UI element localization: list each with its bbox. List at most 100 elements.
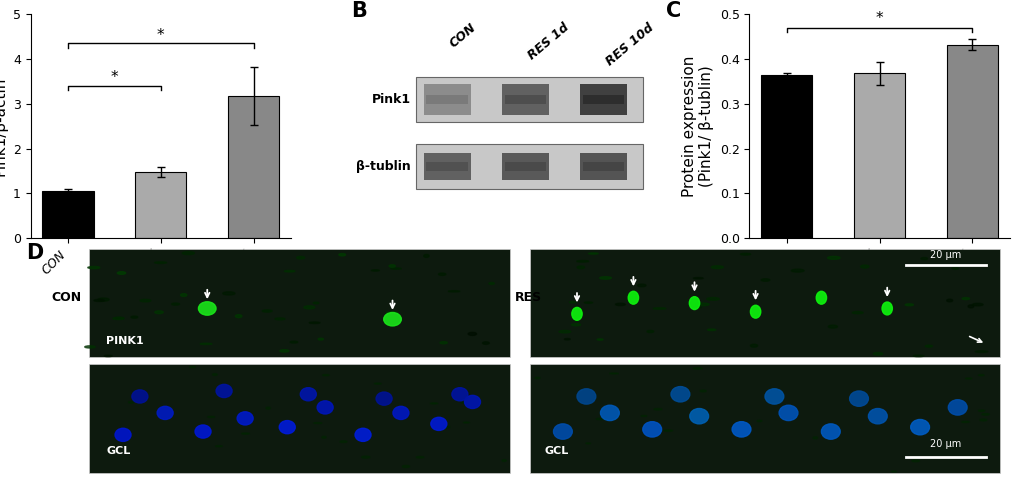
Ellipse shape: [374, 383, 381, 384]
Bar: [416, 144, 642, 189]
Bar: [580, 84, 627, 115]
Text: GCL: GCL: [106, 446, 130, 456]
Ellipse shape: [195, 425, 211, 438]
Bar: [90, 364, 510, 473]
Ellipse shape: [155, 311, 163, 314]
Ellipse shape: [371, 270, 379, 271]
Ellipse shape: [85, 346, 95, 348]
Ellipse shape: [653, 308, 665, 309]
Ellipse shape: [920, 258, 926, 260]
Ellipse shape: [212, 374, 217, 376]
Ellipse shape: [637, 284, 645, 287]
Ellipse shape: [599, 277, 610, 279]
Ellipse shape: [115, 317, 123, 319]
Text: *: *: [157, 28, 164, 43]
Ellipse shape: [849, 391, 867, 406]
Ellipse shape: [322, 374, 329, 376]
Ellipse shape: [275, 318, 284, 320]
Ellipse shape: [190, 366, 196, 368]
Ellipse shape: [131, 390, 148, 403]
Ellipse shape: [279, 421, 294, 434]
Ellipse shape: [423, 254, 429, 258]
Text: 20 μm: 20 μm: [929, 250, 961, 260]
Ellipse shape: [355, 428, 371, 441]
Ellipse shape: [820, 424, 840, 439]
Ellipse shape: [779, 405, 797, 421]
Ellipse shape: [946, 299, 952, 302]
Ellipse shape: [339, 441, 346, 443]
Bar: [501, 84, 548, 115]
Ellipse shape: [430, 417, 446, 431]
Ellipse shape: [569, 301, 576, 303]
Ellipse shape: [401, 466, 410, 467]
Ellipse shape: [88, 266, 100, 269]
Ellipse shape: [157, 406, 173, 420]
Ellipse shape: [534, 377, 540, 379]
Ellipse shape: [609, 373, 618, 374]
Ellipse shape: [304, 306, 315, 309]
Text: C: C: [665, 1, 681, 21]
Ellipse shape: [815, 291, 825, 304]
Ellipse shape: [827, 325, 837, 328]
Ellipse shape: [200, 343, 212, 345]
Ellipse shape: [693, 307, 701, 308]
Ellipse shape: [912, 355, 923, 357]
Ellipse shape: [362, 456, 370, 458]
Ellipse shape: [628, 291, 638, 304]
Ellipse shape: [236, 412, 253, 425]
Ellipse shape: [289, 341, 298, 343]
Ellipse shape: [872, 352, 882, 355]
Ellipse shape: [416, 456, 424, 458]
Ellipse shape: [300, 388, 316, 401]
Text: D: D: [25, 243, 43, 262]
Ellipse shape: [317, 401, 333, 414]
Ellipse shape: [860, 265, 868, 268]
Text: B: B: [351, 1, 367, 21]
Text: RES 1d: RES 1d: [525, 21, 571, 63]
Ellipse shape: [791, 269, 803, 272]
Ellipse shape: [297, 256, 305, 259]
Ellipse shape: [222, 292, 234, 295]
Bar: [424, 84, 470, 115]
Ellipse shape: [855, 401, 864, 402]
Ellipse shape: [693, 278, 702, 279]
Text: GCL: GCL: [543, 446, 568, 456]
Ellipse shape: [171, 303, 179, 305]
Ellipse shape: [764, 389, 783, 404]
Ellipse shape: [750, 305, 760, 318]
Ellipse shape: [313, 302, 319, 304]
Ellipse shape: [596, 418, 603, 420]
Ellipse shape: [182, 252, 195, 255]
Ellipse shape: [155, 262, 166, 263]
Ellipse shape: [852, 312, 862, 314]
Ellipse shape: [464, 395, 480, 409]
Ellipse shape: [576, 261, 588, 262]
Ellipse shape: [693, 368, 701, 369]
Ellipse shape: [113, 317, 124, 319]
Ellipse shape: [430, 403, 437, 404]
Ellipse shape: [482, 342, 489, 344]
Ellipse shape: [740, 253, 750, 255]
Ellipse shape: [314, 423, 322, 424]
Text: RES 10d: RES 10d: [603, 21, 655, 68]
Ellipse shape: [646, 330, 653, 333]
Ellipse shape: [104, 355, 112, 357]
Ellipse shape: [671, 387, 689, 402]
Bar: [760, 75, 811, 238]
Y-axis label: Pink1/β-actin: Pink1/β-actin: [0, 76, 7, 176]
Ellipse shape: [438, 273, 445, 275]
Ellipse shape: [130, 316, 138, 318]
Bar: [504, 95, 546, 104]
Ellipse shape: [390, 268, 400, 269]
Ellipse shape: [564, 338, 570, 340]
Ellipse shape: [910, 420, 928, 435]
Ellipse shape: [881, 302, 892, 315]
Ellipse shape: [891, 471, 896, 472]
Ellipse shape: [585, 443, 590, 444]
Ellipse shape: [904, 304, 913, 306]
Ellipse shape: [750, 344, 757, 347]
Ellipse shape: [911, 460, 918, 462]
Ellipse shape: [461, 402, 466, 403]
Text: 20 μm: 20 μm: [929, 439, 961, 449]
Text: β-tublin: β-tublin: [356, 160, 411, 173]
